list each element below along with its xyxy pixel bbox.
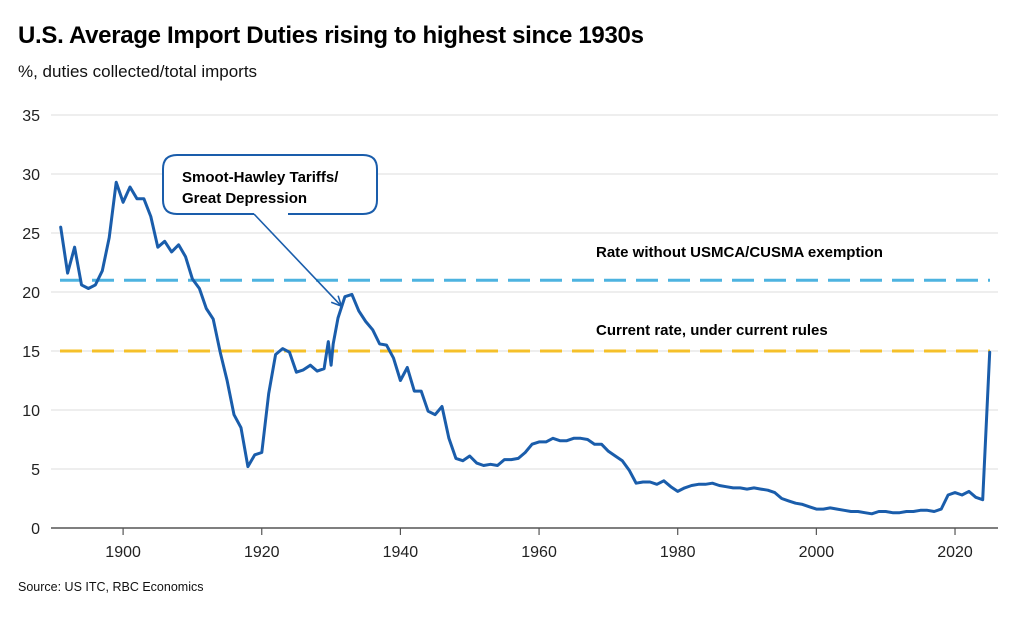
chart-title: U.S. Average Import Duties rising to hig… bbox=[18, 22, 644, 49]
y-tick-label: 10 bbox=[22, 403, 40, 420]
x-tick-label: 1960 bbox=[521, 544, 557, 561]
x-axis: 1900 1920 1940 1960 1980 2000 2020 bbox=[51, 527, 998, 561]
series-group bbox=[59, 180, 992, 516]
x-tick-label: 1980 bbox=[660, 544, 696, 561]
y-tick-label: 0 bbox=[31, 521, 40, 538]
source-note: Source: US ITC, RBC Economics bbox=[18, 580, 204, 594]
y-tick-label: 5 bbox=[31, 462, 40, 479]
callout-box bbox=[162, 154, 378, 215]
usmca-exemption-label: Rate without USMCA/CUSMA exemption bbox=[596, 244, 883, 261]
callout-pointer-line bbox=[253, 213, 343, 307]
current-rate-label: Current rate, under current rules bbox=[596, 322, 828, 339]
callout-text-line: Great Depression bbox=[182, 190, 307, 207]
x-tick-label: 1900 bbox=[105, 544, 141, 561]
callout-text-line: Smoot-Hawley Tariffs/ bbox=[182, 169, 339, 186]
y-tick-label: 30 bbox=[22, 167, 40, 184]
y-axis-ticks: 0 5 10 15 20 25 30 35 bbox=[22, 108, 40, 538]
y-tick-label: 15 bbox=[22, 344, 40, 361]
x-tick-label: 1920 bbox=[244, 544, 280, 561]
y-tick-label: 35 bbox=[22, 108, 40, 125]
y-tick-label: 25 bbox=[22, 226, 40, 243]
x-tick-label: 2000 bbox=[799, 544, 835, 561]
import-duties-series-line bbox=[59, 180, 992, 516]
x-tick-label: 2020 bbox=[937, 544, 973, 561]
x-tick-label: 1940 bbox=[383, 544, 419, 561]
chart-subtitle: %, duties collected/total imports bbox=[18, 62, 258, 81]
callout-annotation: Smoot-Hawley Tariffs/Great Depression bbox=[162, 154, 378, 308]
reference-lines: Rate without USMCA/CUSMA exemption Curren… bbox=[60, 244, 990, 353]
y-tick-label: 20 bbox=[22, 285, 40, 302]
